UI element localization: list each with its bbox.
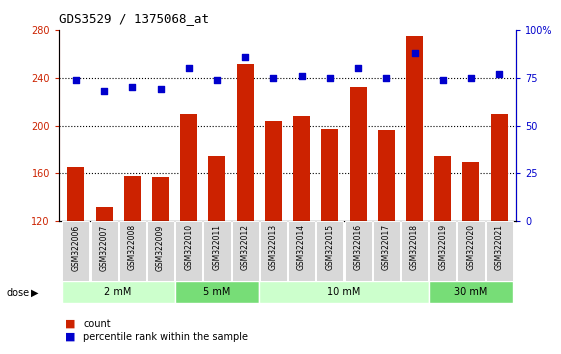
- Point: [128, 85, 137, 90]
- Bar: [429, 221, 456, 281]
- Bar: [401, 221, 428, 281]
- Point: [99, 88, 108, 94]
- Bar: [434, 155, 451, 354]
- Text: GSM322018: GSM322018: [410, 224, 419, 270]
- Text: GSM322021: GSM322021: [495, 224, 504, 270]
- Point: [353, 65, 362, 71]
- Bar: [259, 281, 429, 303]
- Text: GSM322007: GSM322007: [99, 224, 109, 270]
- Point: [269, 75, 278, 81]
- Point: [467, 75, 476, 81]
- Text: GSM322006: GSM322006: [71, 224, 80, 270]
- Text: GSM322019: GSM322019: [438, 224, 447, 270]
- Text: GSM322012: GSM322012: [241, 224, 250, 270]
- Bar: [491, 114, 508, 354]
- Point: [438, 77, 447, 82]
- Text: GSM322020: GSM322020: [466, 224, 476, 270]
- Text: count: count: [83, 319, 111, 329]
- Text: GSM322008: GSM322008: [128, 224, 137, 270]
- Text: GSM322010: GSM322010: [184, 224, 193, 270]
- Bar: [457, 221, 485, 281]
- Point: [71, 77, 80, 82]
- Bar: [147, 221, 174, 281]
- Point: [241, 54, 250, 60]
- Bar: [462, 161, 480, 354]
- Point: [325, 75, 334, 81]
- Bar: [265, 121, 282, 354]
- Bar: [62, 281, 174, 303]
- Bar: [350, 87, 366, 354]
- Bar: [209, 155, 226, 354]
- Text: 2 mM: 2 mM: [104, 287, 132, 297]
- Bar: [90, 221, 118, 281]
- Bar: [237, 63, 254, 354]
- Text: GSM322009: GSM322009: [156, 224, 165, 270]
- Bar: [316, 221, 343, 281]
- Text: GSM322015: GSM322015: [325, 224, 334, 270]
- Bar: [119, 221, 146, 281]
- Bar: [174, 281, 259, 303]
- Bar: [62, 221, 89, 281]
- Point: [213, 77, 222, 82]
- Bar: [486, 221, 513, 281]
- Text: GSM322016: GSM322016: [353, 224, 362, 270]
- Text: GSM322011: GSM322011: [213, 224, 222, 270]
- Text: 10 mM: 10 mM: [327, 287, 361, 297]
- Point: [297, 73, 306, 79]
- Text: ▶: ▶: [31, 288, 38, 298]
- Text: GSM322014: GSM322014: [297, 224, 306, 270]
- Bar: [204, 221, 231, 281]
- Bar: [260, 221, 287, 281]
- Bar: [124, 176, 141, 354]
- Point: [382, 75, 391, 81]
- Bar: [67, 167, 84, 354]
- Bar: [321, 129, 338, 354]
- Text: 5 mM: 5 mM: [203, 287, 231, 297]
- Bar: [175, 221, 203, 281]
- Bar: [344, 221, 371, 281]
- Bar: [429, 281, 513, 303]
- Point: [410, 50, 419, 56]
- Bar: [232, 221, 259, 281]
- Point: [495, 71, 504, 77]
- Bar: [95, 207, 113, 354]
- Text: percentile rank within the sample: percentile rank within the sample: [83, 332, 248, 342]
- Point: [156, 86, 165, 92]
- Text: GDS3529 / 1375068_at: GDS3529 / 1375068_at: [59, 12, 209, 25]
- Point: [184, 65, 193, 71]
- Bar: [406, 36, 423, 354]
- Text: ■: ■: [65, 332, 75, 342]
- Bar: [288, 221, 315, 281]
- Bar: [373, 221, 400, 281]
- Text: 30 mM: 30 mM: [454, 287, 488, 297]
- Bar: [293, 116, 310, 354]
- Bar: [180, 114, 197, 354]
- Text: GSM322017: GSM322017: [382, 224, 391, 270]
- Text: GSM322013: GSM322013: [269, 224, 278, 270]
- Text: dose: dose: [7, 288, 30, 298]
- Bar: [378, 130, 395, 354]
- Text: ■: ■: [65, 319, 75, 329]
- Bar: [152, 177, 169, 354]
